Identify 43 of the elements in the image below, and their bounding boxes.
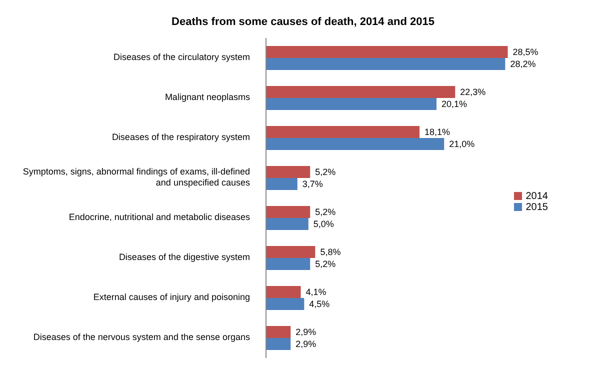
bar [266, 166, 310, 178]
bar [266, 98, 436, 110]
data-label: 21,0% [449, 139, 475, 150]
data-label: 20,1% [441, 99, 468, 110]
data-label: 2,9% [296, 327, 316, 338]
y-tick-label: Diseases of the circulatory system [113, 52, 250, 62]
bar [266, 58, 506, 70]
legend-label: 2015 [526, 202, 548, 213]
y-tick-label: External causes of injury and poisoning [93, 292, 250, 302]
y-tick-label: Endocrine, nutritional and metabolic diseases [68, 212, 250, 222]
bar [266, 258, 310, 270]
bar [266, 126, 420, 138]
chart-title: Deaths from some causes of death, 2014 and 2015 [170, 15, 436, 30]
bar [266, 246, 316, 258]
y-tick-label: Diseases of the respiratory system [112, 132, 250, 142]
bar [266, 326, 291, 338]
data-label: 4,1% [306, 287, 326, 298]
bar [266, 286, 301, 298]
legend-label: 2014 [526, 191, 548, 202]
y-tick-label: Malignant neoplasms [164, 92, 250, 102]
data-label: 3,7% [302, 179, 323, 190]
data-label: 28,5% [512, 47, 538, 58]
data-label: 5,0% [313, 219, 334, 230]
bar [266, 86, 456, 98]
y-tick-label: Symptoms, signs, abnormal findings of exams, ill-defined and unspecified causes [22, 166, 250, 188]
y-tick-label: Diseases of the digestive system [118, 252, 250, 262]
bar [266, 178, 298, 190]
bar [266, 218, 308, 230]
bar [266, 338, 291, 350]
bar [266, 138, 444, 150]
data-label: 28,2% [510, 59, 536, 70]
bar [266, 206, 310, 218]
bar [266, 46, 508, 58]
bar [266, 298, 304, 310]
data-label: 5,2% [315, 167, 336, 178]
data-label: 22,3% [460, 87, 486, 98]
data-label: 4,5% [309, 299, 330, 310]
data-label: 5,2% [315, 259, 336, 270]
data-label: 2,9% [296, 339, 316, 350]
data-label: 5,8% [320, 247, 341, 258]
data-label: 18,1% [424, 127, 450, 138]
data-label: 5,2% [315, 207, 336, 218]
y-tick-label: Diseases of the nervous system and the sense organs [33, 332, 250, 342]
